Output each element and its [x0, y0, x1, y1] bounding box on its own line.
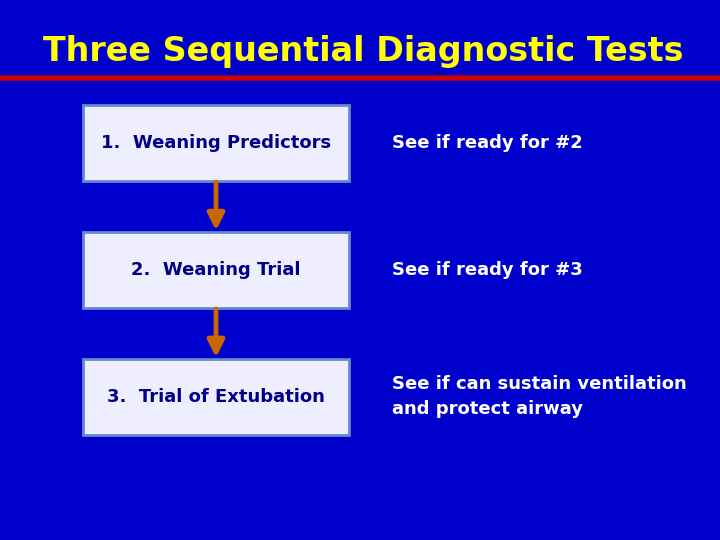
Text: See if ready for #2: See if ready for #2	[392, 134, 583, 152]
Text: See if can sustain ventilation
and protect airway: See if can sustain ventilation and prote…	[392, 375, 687, 418]
FancyBboxPatch shape	[83, 232, 349, 308]
FancyBboxPatch shape	[83, 359, 349, 435]
Text: 2.  Weaning Trial: 2. Weaning Trial	[131, 261, 301, 279]
FancyBboxPatch shape	[83, 105, 349, 181]
Text: 1.  Weaning Predictors: 1. Weaning Predictors	[101, 134, 331, 152]
Text: Three Sequential Diagnostic Tests: Three Sequential Diagnostic Tests	[43, 35, 684, 68]
Text: See if ready for #3: See if ready for #3	[392, 261, 583, 279]
Text: 3.  Trial of Extubation: 3. Trial of Extubation	[107, 388, 325, 406]
